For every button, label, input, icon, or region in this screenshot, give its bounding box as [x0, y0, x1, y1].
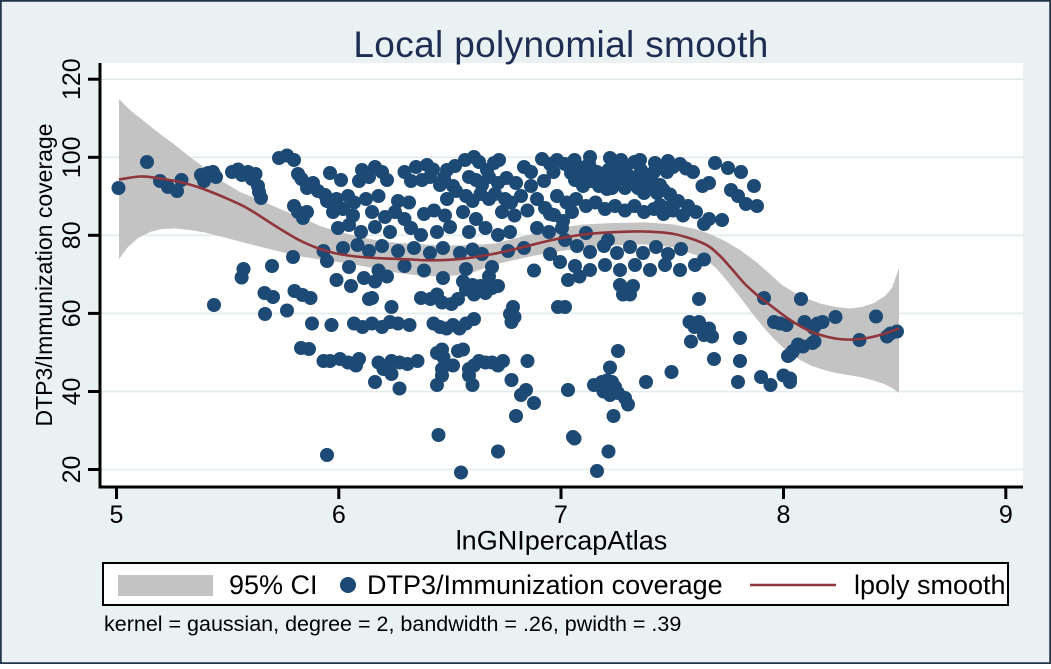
svg-text:5: 5: [110, 501, 124, 529]
svg-text:DTP3/Immunization coverage: DTP3/Immunization coverage: [367, 570, 723, 600]
svg-text:80: 80: [58, 221, 86, 249]
svg-text:8: 8: [777, 501, 791, 529]
svg-text:7: 7: [554, 501, 568, 529]
svg-text:120: 120: [58, 58, 86, 100]
svg-text:kernel = gaussian, degree = 2,: kernel = gaussian, degree = 2, bandwidth…: [104, 612, 681, 636]
svg-text:lnGNIpercapAtlas: lnGNIpercapAtlas: [456, 526, 668, 556]
svg-text:95% CI: 95% CI: [229, 570, 318, 600]
svg-text:100: 100: [58, 136, 86, 178]
svg-text:DTP3/Immunization coverage: DTP3/Immunization coverage: [31, 124, 57, 427]
svg-text:lpoly smooth: lpoly smooth: [854, 570, 1006, 600]
svg-text:40: 40: [58, 378, 86, 406]
svg-text:Local polynomial smooth: Local polynomial smooth: [353, 24, 768, 65]
svg-text:9: 9: [999, 501, 1013, 529]
svg-text:60: 60: [58, 299, 86, 327]
svg-text:20: 20: [58, 456, 86, 484]
svg-text:6: 6: [332, 501, 346, 529]
